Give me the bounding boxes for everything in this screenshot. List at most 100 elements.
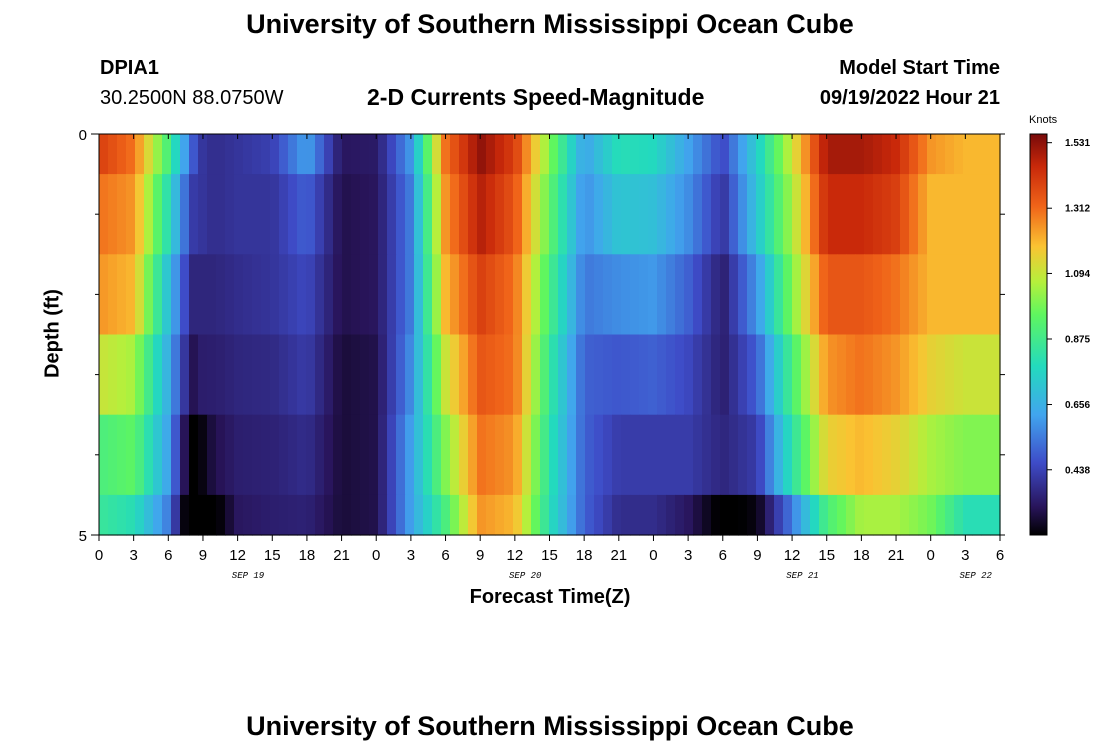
heatmap-cell xyxy=(882,174,892,255)
heatmap-cell xyxy=(549,134,559,175)
heatmap-cell xyxy=(198,134,208,175)
heatmap-cell xyxy=(261,334,271,416)
heatmap-cell xyxy=(603,254,613,336)
heatmap-cell xyxy=(774,494,784,536)
page-title: University of Southern Mississippi Ocean… xyxy=(246,9,854,39)
heatmap-cell xyxy=(279,494,289,536)
heatmap-cell xyxy=(387,334,397,416)
heatmap-cell xyxy=(963,334,973,416)
heatmap-cell xyxy=(702,134,712,175)
heatmap-cell xyxy=(414,174,424,255)
heatmap-cell xyxy=(738,334,748,416)
heatmap-cell xyxy=(252,334,262,416)
heatmap-cell xyxy=(756,254,766,336)
heatmap-cell xyxy=(909,414,919,496)
heatmap-cell xyxy=(585,174,595,255)
x-tick-label: 21 xyxy=(610,547,627,564)
heatmap-cell xyxy=(594,254,604,336)
heatmap-cell xyxy=(585,494,595,536)
heatmap-cell xyxy=(792,134,802,175)
heatmap-cell xyxy=(234,174,244,255)
heatmap-cell xyxy=(342,174,352,255)
heatmap-cell xyxy=(486,494,496,536)
heatmap-cell xyxy=(198,334,208,416)
heatmap-cell xyxy=(432,134,442,175)
heatmap-cell xyxy=(513,494,523,536)
heatmap-cell xyxy=(990,174,1000,255)
heatmap-cell xyxy=(630,334,640,416)
heatmap-cell xyxy=(657,134,667,175)
heatmap-cell xyxy=(828,134,838,175)
heatmap-cell xyxy=(666,254,676,336)
heatmap-cell xyxy=(432,414,442,496)
heatmap-cell xyxy=(990,254,1000,336)
heatmap-cell xyxy=(369,174,379,255)
heatmap-cell xyxy=(279,254,289,336)
x-tick-label: 15 xyxy=(818,547,835,564)
heatmap-cell xyxy=(873,254,883,336)
heatmap-cell xyxy=(216,414,226,496)
heatmap-cell xyxy=(243,134,253,175)
heatmap-cell xyxy=(837,134,847,175)
heatmap-cell xyxy=(369,254,379,336)
heatmap-cell xyxy=(963,134,973,175)
x-tick-label: 0 xyxy=(95,547,103,564)
heatmap-cell xyxy=(441,134,451,175)
heatmap-cell xyxy=(108,334,118,416)
heatmap-cell xyxy=(972,414,982,496)
heatmap-cell xyxy=(594,414,604,496)
x-tick-label: 3 xyxy=(684,547,692,564)
station-coords: 30.2500N 88.0750W xyxy=(100,87,284,109)
heatmap-cell xyxy=(603,494,613,536)
heatmap-cell xyxy=(261,494,271,536)
heatmap-cell xyxy=(621,174,631,255)
heatmap-cell xyxy=(585,134,595,175)
heatmap-cell xyxy=(333,254,343,336)
heatmap-cell xyxy=(720,494,730,536)
heatmap-cell xyxy=(819,174,829,255)
heatmap-cell xyxy=(450,334,460,416)
heatmap-cell xyxy=(720,174,730,255)
heatmap-cell xyxy=(891,334,901,416)
heatmap-cell xyxy=(783,494,793,536)
heatmap-cell xyxy=(207,414,217,496)
heatmap-cell xyxy=(855,414,865,496)
heatmap-cell xyxy=(963,254,973,336)
heatmap-cell xyxy=(288,254,298,336)
heatmap-cell xyxy=(117,174,127,255)
heatmap-cell xyxy=(711,414,721,496)
heatmap-cell xyxy=(747,414,757,496)
heatmap-cell xyxy=(927,414,937,496)
heatmap-cell xyxy=(342,414,352,496)
heatmap-cell xyxy=(378,134,388,175)
heatmap-cell xyxy=(405,174,415,255)
heatmap-cell xyxy=(900,414,910,496)
heatmap-cell xyxy=(810,134,820,175)
heatmap-cell xyxy=(855,134,865,175)
heatmap-cell xyxy=(981,134,991,175)
heatmap-cell xyxy=(189,134,199,175)
heatmap-cell xyxy=(567,494,577,536)
heatmap-cell xyxy=(729,254,739,336)
heatmap-cell xyxy=(783,254,793,336)
heatmap-cell xyxy=(297,254,307,336)
heatmap-cell xyxy=(666,334,676,416)
heatmap-cell xyxy=(990,414,1000,496)
heatmap-cell xyxy=(837,174,847,255)
heatmap-cell xyxy=(900,254,910,336)
heatmap-cell xyxy=(234,334,244,416)
heatmap-cell xyxy=(252,414,262,496)
heatmap-cell xyxy=(783,414,793,496)
heatmap-cell xyxy=(504,174,514,255)
heatmap-cell xyxy=(522,334,532,416)
heatmap-cell xyxy=(774,334,784,416)
heatmap-cell xyxy=(306,134,316,175)
heatmap-cell xyxy=(720,414,730,496)
x-tick-label: 21 xyxy=(333,547,350,564)
heatmap-cell xyxy=(315,414,325,496)
heatmap-cell xyxy=(171,414,181,496)
heatmap-cell xyxy=(432,174,442,255)
heatmap-cell xyxy=(567,334,577,416)
heatmap-cell xyxy=(945,134,955,175)
heatmap-cell xyxy=(306,334,316,416)
